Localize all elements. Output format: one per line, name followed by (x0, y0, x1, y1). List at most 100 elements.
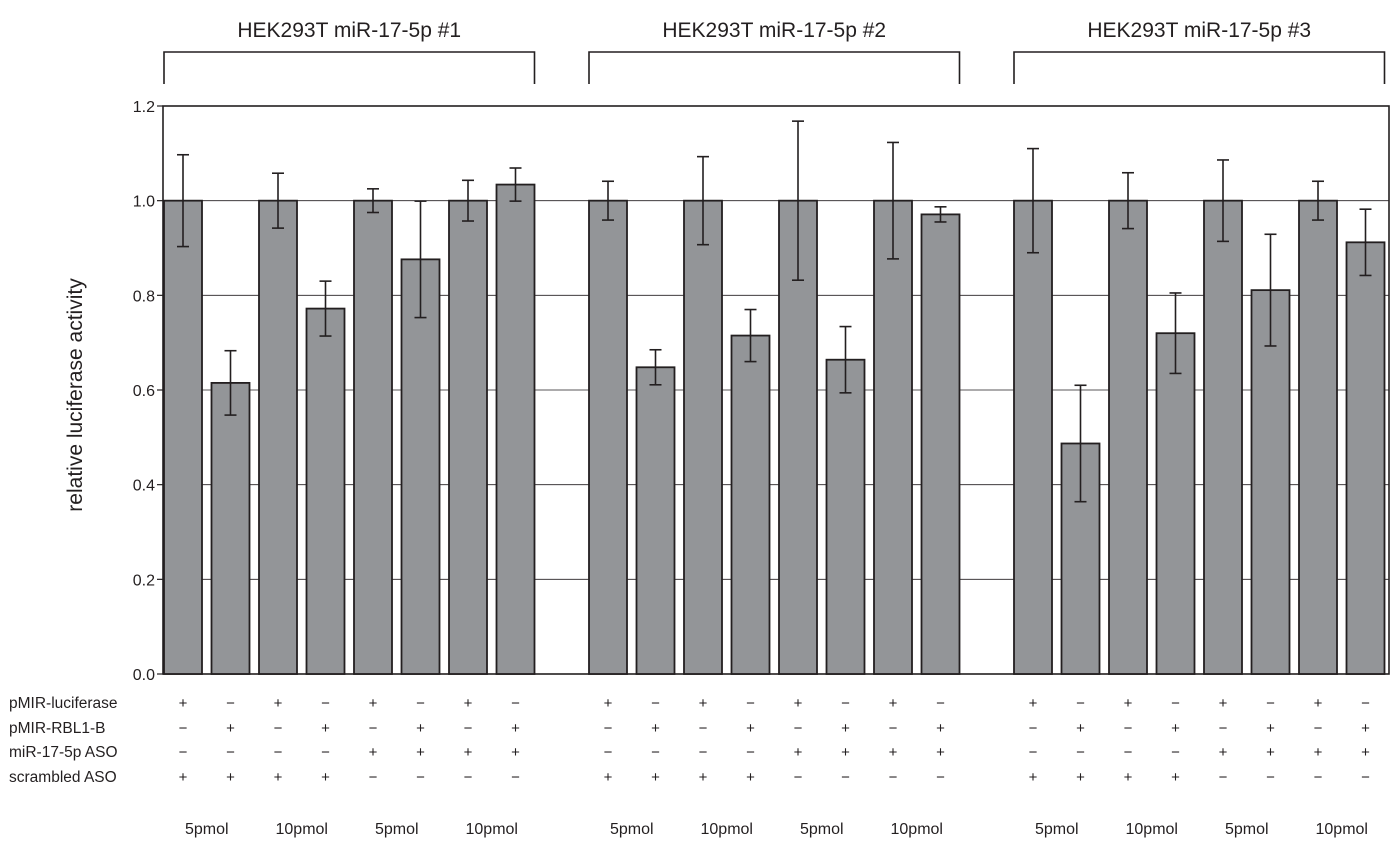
group-bracket (1013, 51, 1386, 84)
condition-sign: − (226, 695, 235, 712)
condition-sign: − (274, 744, 283, 761)
condition-sign: + (1219, 744, 1228, 761)
condition-sign: − (416, 695, 425, 712)
dose-label: 10pmol (466, 821, 518, 838)
condition-sign: + (604, 769, 613, 786)
y-tick-label: 1.2 (133, 99, 155, 116)
condition-sign: + (1171, 769, 1180, 786)
condition-sign: − (1076, 744, 1085, 761)
condition-sign: − (794, 720, 803, 737)
group-bracket (588, 51, 961, 84)
condition-sign: − (179, 720, 188, 737)
condition-sign: − (1124, 744, 1133, 761)
condition-sign: − (179, 744, 188, 761)
condition-sign: − (699, 744, 708, 761)
condition-sign: + (746, 720, 755, 737)
condition-sign: − (464, 720, 473, 737)
bar (353, 199, 393, 675)
condition-sign: + (651, 769, 660, 786)
condition-sign: − (1314, 720, 1323, 737)
condition-sign: + (179, 695, 188, 712)
dose-label: 10pmol (1126, 821, 1178, 838)
y-tick-label: 0.6 (133, 383, 155, 400)
y-tick-label: 0.2 (133, 572, 155, 589)
condition-sign: − (604, 744, 613, 761)
condition-sign: + (369, 695, 378, 712)
condition-sign: + (416, 744, 425, 761)
condition-sign: − (651, 695, 660, 712)
condition-sign: + (511, 720, 520, 737)
condition-row-label: scrambled ASO (9, 769, 117, 786)
condition-sign: + (841, 744, 850, 761)
condition-sign: − (1076, 695, 1085, 712)
condition-sign: + (936, 720, 945, 737)
y-tick-label: 0.4 (133, 478, 155, 495)
condition-sign: + (1361, 744, 1370, 761)
y-axis-label: relative luciferase activity (64, 278, 87, 512)
condition-sign: − (1266, 769, 1275, 786)
condition-sign: + (464, 695, 473, 712)
condition-row-label: pMIR-luciferase (9, 695, 118, 712)
condition-sign: − (889, 720, 898, 737)
condition-sign: + (369, 744, 378, 761)
bar (305, 307, 346, 675)
dose-label: 10pmol (276, 821, 328, 838)
condition-sign: − (1361, 695, 1370, 712)
condition-sign: − (511, 769, 520, 786)
bar (635, 366, 676, 675)
dose-label: 10pmol (1316, 821, 1368, 838)
bar (873, 199, 913, 675)
condition-sign: − (1266, 695, 1275, 712)
condition-sign: − (226, 744, 235, 761)
y-tick-label: 0.8 (133, 288, 155, 305)
dose-label: 5pmol (185, 821, 229, 838)
condition-sign: + (936, 744, 945, 761)
condition-sign: − (1314, 769, 1323, 786)
condition-sign: + (889, 695, 898, 712)
condition-sign: − (746, 695, 755, 712)
group-title: HEK293T miR-17-5p #2 (662, 19, 886, 42)
condition-sign: − (1029, 744, 1038, 761)
bar (1298, 199, 1338, 675)
condition-sign: + (889, 744, 898, 761)
y-tick-label: 1.0 (133, 194, 155, 211)
condition-sign: + (226, 769, 235, 786)
condition-sign: + (464, 744, 473, 761)
bar (1203, 199, 1243, 675)
condition-sign: + (321, 769, 330, 786)
condition-sign: + (1076, 720, 1085, 737)
condition-sign: − (1361, 769, 1370, 786)
condition-sign: − (841, 769, 850, 786)
condition-sign: + (604, 695, 613, 712)
bar (825, 358, 866, 675)
condition-sign: + (1124, 695, 1133, 712)
condition-sign: − (369, 720, 378, 737)
condition-sign: + (511, 744, 520, 761)
y-tick-label: 0.0 (133, 667, 155, 684)
bar (920, 213, 961, 675)
condition-sign: − (1219, 720, 1228, 737)
bar (163, 199, 203, 675)
bar (210, 381, 251, 675)
condition-sign: − (1171, 695, 1180, 712)
bar (1155, 332, 1196, 675)
dose-label: 5pmol (610, 821, 654, 838)
condition-sign: + (794, 695, 803, 712)
condition-sign: + (1314, 744, 1323, 761)
condition-sign: + (746, 769, 755, 786)
condition-sign: − (794, 769, 803, 786)
bar (448, 199, 488, 675)
bar (730, 334, 771, 675)
condition-sign: + (274, 769, 283, 786)
condition-sign: − (369, 769, 378, 786)
condition-sign: + (1266, 720, 1275, 737)
condition-sign: − (936, 769, 945, 786)
condition-sign: − (604, 720, 613, 737)
condition-sign: − (1171, 744, 1180, 761)
dose-label: 5pmol (800, 821, 844, 838)
condition-sign: + (416, 720, 425, 737)
condition-sign: − (1124, 720, 1133, 737)
bar (1013, 199, 1053, 675)
bar (683, 199, 723, 675)
